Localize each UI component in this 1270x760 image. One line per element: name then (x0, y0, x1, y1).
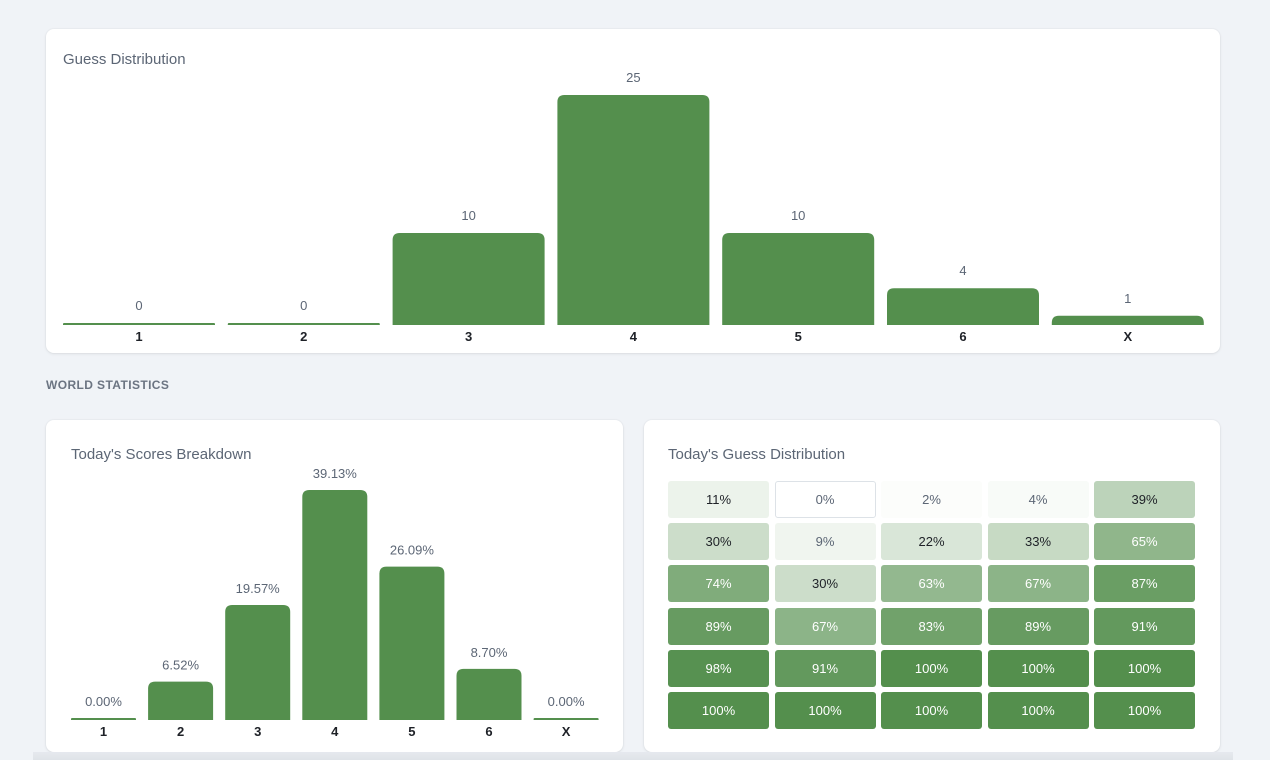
scores-breakdown-category-label: 4 (331, 724, 339, 739)
scores-breakdown-bar-2[interactable] (148, 681, 214, 720)
scores-breakdown-value-label: 19.57% (236, 581, 281, 596)
guess-distribution-bar-x[interactable] (1051, 315, 1204, 325)
guess-distribution-category-label: 5 (795, 329, 802, 344)
heatmap-cell[interactable]: 63% (881, 565, 982, 603)
guess-distribution-bar-2[interactable] (227, 323, 380, 325)
guess-distribution-category-label: 1 (135, 329, 142, 344)
guess-distribution-category-label: 2 (300, 329, 307, 344)
heatmap-cell[interactable]: 11% (668, 481, 769, 518)
heatmap-cell[interactable]: 98% (668, 649, 769, 687)
scores-breakdown-category-label: 2 (177, 724, 184, 739)
guess-distribution-bar-1[interactable] (63, 323, 215, 325)
heatmap-cell[interactable]: 87% (1094, 565, 1195, 603)
heatmap-cell[interactable]: 39% (1094, 481, 1195, 518)
scores-breakdown-value-label: 0.00% (548, 694, 585, 709)
scores-breakdown-bar-x[interactable] (533, 718, 599, 720)
scores-breakdown-category-label: 3 (254, 724, 261, 739)
heatmap-cell[interactable]: 100% (987, 691, 1089, 729)
guess-distribution-bar-4[interactable] (557, 95, 710, 325)
heatmap-cell[interactable]: 67% (987, 565, 1089, 603)
scores-breakdown-category-label: X (562, 724, 571, 739)
heatmap-cell[interactable]: 22% (881, 523, 982, 561)
heatmap-cell[interactable]: 100% (987, 649, 1089, 687)
heatmap-cell[interactable]: 100% (668, 691, 769, 729)
heatmap-cell[interactable]: 2% (881, 481, 982, 518)
heatmap-cell[interactable]: 33% (987, 523, 1089, 561)
world-guess-heatmap: 11% 0% 2% 4% 39% 30% 9% 22% 33% 65% 74% 30% 63% 67% 87… (668, 481, 1195, 729)
scores-breakdown-bar-4[interactable] (302, 490, 368, 720)
scores-breakdown-category-label: 5 (408, 724, 415, 739)
scores-breakdown-value-label: 39.13% (313, 466, 358, 481)
guess-distribution-value-label: 0 (300, 298, 307, 313)
heatmap-cell[interactable]: 100% (1094, 649, 1195, 687)
heatmap-cell[interactable]: 83% (881, 607, 982, 645)
scores-breakdown-bar-3[interactable] (225, 604, 291, 720)
heatmap-cell[interactable]: 30% (668, 523, 769, 561)
heatmap-cell[interactable]: 100% (881, 691, 982, 729)
guess-distribution-value-label: 10 (791, 208, 805, 223)
bottom-edge (33, 752, 1233, 760)
scores-breakdown-title: Today's Scores Breakdown (71, 446, 252, 463)
guess-distribution-value-label: 4 (959, 263, 966, 278)
guess-distribution-value-label: 0 (135, 298, 142, 313)
scores-breakdown-value-label: 6.52% (162, 658, 199, 673)
scores-breakdown-bar-6[interactable] (456, 668, 522, 720)
scores-breakdown-bar-1[interactable] (71, 718, 136, 720)
guess-distribution-value-label: 10 (461, 208, 475, 223)
heatmap-cell[interactable]: 89% (987, 607, 1089, 645)
heatmap-cell[interactable]: 91% (774, 649, 876, 687)
heatmap-cell[interactable]: 91% (1094, 607, 1195, 645)
heatmap-cell[interactable]: 0% (774, 481, 876, 518)
scores-breakdown-category-label: 6 (485, 724, 492, 739)
scores-breakdown-bar-5[interactable] (379, 566, 445, 720)
scores-breakdown-chart: 0.00% 1 6.52% 2 19.57% 3 39.13% 4 26.09% 5 8.70% 6 0… (71, 466, 599, 739)
guess-distribution-bar-6[interactable] (887, 288, 1039, 325)
heatmap-cell[interactable]: 100% (774, 691, 876, 729)
scores-breakdown-value-label: 8.70% (471, 645, 508, 660)
guess-distribution-value-label: 25 (626, 70, 640, 85)
guess-distribution-bar-3[interactable] (392, 233, 545, 325)
heatmap-cell[interactable]: 65% (1094, 523, 1195, 561)
heatmap-cell[interactable]: 30% (774, 565, 876, 603)
guess-distribution-value-label: 1 (1124, 291, 1131, 306)
heatmap-cell[interactable]: 67% (774, 607, 876, 645)
heatmap-cell[interactable]: 9% (774, 523, 876, 561)
scores-breakdown-value-label: 0.00% (85, 694, 122, 709)
heatmap-cell[interactable]: 4% (987, 481, 1089, 518)
world-guess-distribution-title: Today's Guess Distribution (668, 446, 846, 463)
heatmap-cell[interactable]: 100% (881, 649, 982, 687)
scores-breakdown-value-label: 26.09% (390, 543, 435, 558)
guess-distribution-category-label: 3 (465, 329, 472, 344)
heatmap-cell[interactable]: 100% (1094, 691, 1195, 729)
guess-distribution-bar-5[interactable] (722, 233, 875, 325)
world-statistics-heading: WORLD STATISTICS (46, 378, 170, 392)
guess-distribution-category-label: 4 (630, 329, 638, 344)
guess-distribution-category-label: X (1123, 329, 1132, 344)
guess-distribution-title: Guess Distribution (63, 51, 186, 68)
scores-breakdown-category-label: 1 (100, 724, 107, 739)
guess-distribution-category-label: 6 (959, 329, 966, 344)
heatmap-cell[interactable]: 74% (668, 565, 769, 603)
heatmap-cell[interactable]: 89% (668, 607, 769, 645)
